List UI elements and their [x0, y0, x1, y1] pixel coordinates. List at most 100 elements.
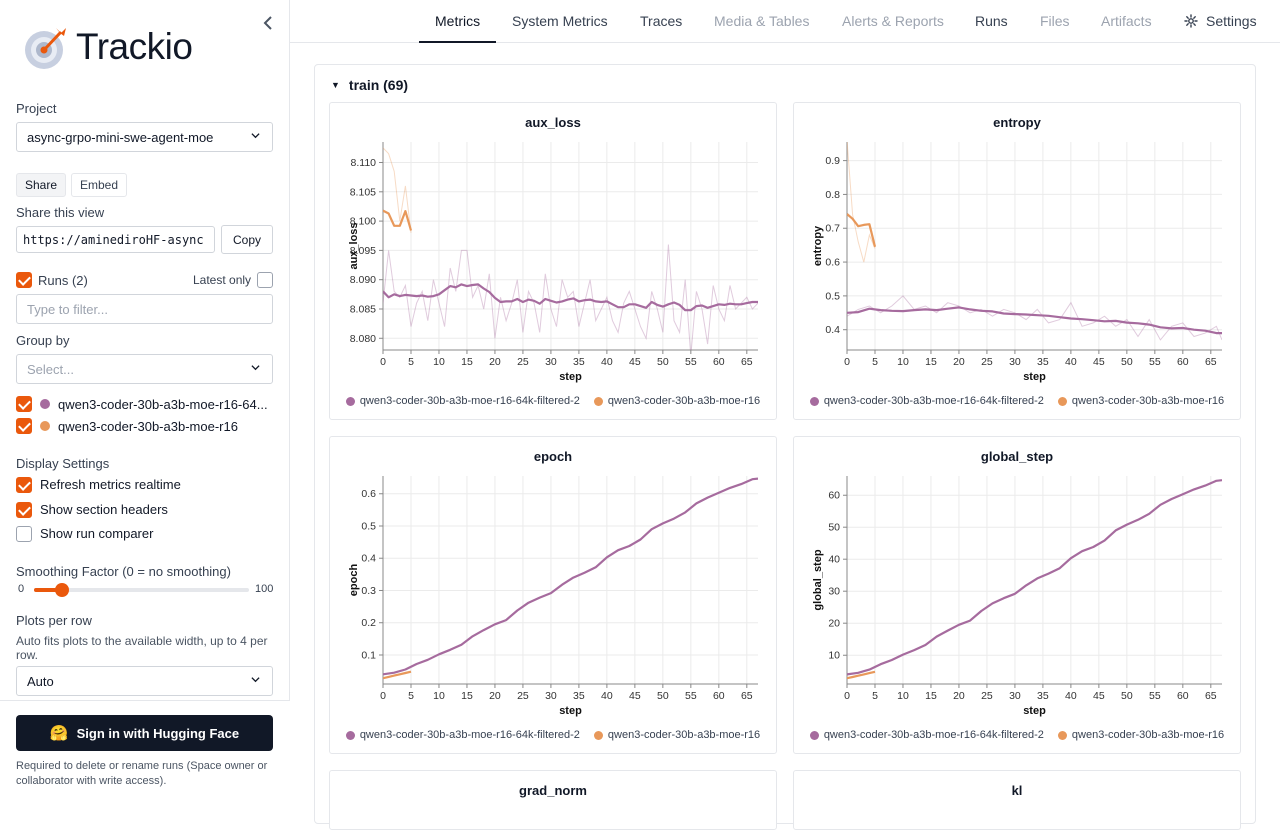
- tab-metrics[interactable]: Metrics: [435, 13, 481, 29]
- group-by-select[interactable]: Select...: [16, 354, 273, 384]
- x-tick-label: 50: [1121, 690, 1133, 702]
- y-tick-label: 0.2: [361, 617, 376, 629]
- refresh-realtime-checkbox[interactable]: [16, 477, 32, 493]
- x-tick-label: 65: [741, 690, 753, 702]
- tab-media-tables[interactable]: Media & Tables: [714, 13, 810, 29]
- chart-title: grad_norm: [519, 783, 587, 798]
- series-line: [383, 209, 413, 231]
- legend-label: qwen3-coder-30b-a3b-moe-r16-64k-filtered…: [823, 729, 1044, 741]
- x-tick-label: 15: [461, 690, 473, 702]
- y-tick-label: 20: [828, 618, 840, 630]
- run-comparer-checkbox[interactable]: [16, 526, 32, 542]
- run-comparer-label: Show run comparer: [40, 526, 154, 541]
- project-select-value: async-grpo-mini-swe-agent-moe: [27, 129, 214, 145]
- legend-item[interactable]: qwen3-coder-30b-a3b-moe-r16: [1057, 729, 1225, 741]
- sidebar: Trackio Project async-grpo-mini-swe-agen…: [0, 0, 290, 800]
- legend-label: qwen3-coder-30b-a3b-moe-r16: [607, 729, 761, 741]
- signin-hf-label: Sign in with Hugging Face: [76, 725, 240, 741]
- legend-item[interactable]: qwen3-coder-30b-a3b-moe-r16: [1057, 395, 1224, 407]
- x-tick-label: 30: [1009, 356, 1021, 368]
- legend-label: qwen3-coder-30b-a3b-moe-r16: [1071, 729, 1225, 741]
- legend-item[interactable]: qwen3-coder-30b-a3b-moe-r16: [593, 395, 760, 407]
- x-tick-label: 20: [489, 690, 501, 702]
- chart-card-global-step: global_step 0 5 10 15 20 25 30 35 40 45 50 55 60 65 10…: [793, 436, 1241, 754]
- x-tick-label: 10: [433, 356, 445, 368]
- smoothing-label: Smoothing Factor (0 = no smoothing): [16, 564, 231, 579]
- x-tick-label: 35: [573, 690, 585, 702]
- x-tick-label: 15: [925, 690, 937, 702]
- legend-item[interactable]: qwen3-coder-30b-a3b-moe-r16: [593, 729, 761, 741]
- runs-checkbox[interactable]: [16, 272, 32, 288]
- collapse-sidebar-icon[interactable]: [262, 15, 276, 31]
- chart-card-epoch: epoch 0 5 10 15 20 25 30 35 40 45 50 55 60 65 0.1 0.2 0.…: [329, 436, 777, 754]
- x-tick-label: 55: [685, 690, 697, 702]
- legend-item[interactable]: qwen3-coder-30b-a3b-moe-r16-64k-filtered…: [345, 395, 580, 407]
- tab-traces[interactable]: Traces: [640, 13, 683, 29]
- x-tick-label: 40: [601, 356, 613, 368]
- signin-hf-button[interactable]: 🤗 Sign in with Hugging Face: [16, 715, 273, 751]
- x-tick-label: 25: [981, 690, 993, 702]
- y-tick-label: 0.4: [825, 324, 840, 336]
- y-tick-label: 0.8: [825, 189, 840, 201]
- x-tick-label: 15: [461, 356, 473, 368]
- tab-alerts-reports[interactable]: Alerts & Reports: [842, 13, 944, 29]
- legend-color-dot: [593, 396, 603, 406]
- signin-note: Required to delete or rename runs (Space…: [16, 760, 268, 787]
- section-headers-label: Show section headers: [40, 502, 168, 517]
- x-tick-label: 45: [629, 690, 641, 702]
- x-tick-label: 50: [1121, 356, 1133, 368]
- legend-item[interactable]: qwen3-coder-30b-a3b-moe-r16-64k-filtered…: [345, 729, 580, 741]
- share-button[interactable]: Share: [16, 173, 67, 197]
- run-checkbox-2[interactable]: [16, 418, 32, 434]
- plot-area: [383, 477, 758, 680]
- tab-system-metrics[interactable]: System Metrics: [512, 13, 608, 29]
- tab-settings[interactable]: Settings: [1184, 13, 1257, 29]
- chart-title: entropy: [993, 115, 1041, 130]
- run-name-2[interactable]: qwen3-coder-30b-a3b-moe-r16: [58, 419, 238, 434]
- legend-item[interactable]: qwen3-coder-30b-a3b-moe-r16-64k-filtered…: [809, 395, 1044, 407]
- tab-files[interactable]: Files: [1040, 13, 1070, 29]
- y-tick-label: 0.3: [361, 585, 376, 597]
- latest-only-label: Latest only: [193, 273, 252, 287]
- y-tick-label: 0.1: [361, 649, 376, 661]
- app-logo: Trackio: [24, 24, 193, 70]
- chart-legend: qwen3-coder-30b-a3b-moe-r16-64k-filtered…: [330, 729, 776, 741]
- chart-card-entropy: entropy 0 5 10 15 20 25 30 35 40 45 50 55 60 65 0.4 0.5…: [793, 102, 1241, 420]
- embed-button[interactable]: Embed: [71, 173, 128, 197]
- section-header[interactable]: ▼ train (69): [331, 77, 408, 93]
- legend-item[interactable]: qwen3-coder-30b-a3b-moe-r16-64k-filtered…: [809, 729, 1044, 741]
- series-raw-line: [847, 295, 1222, 341]
- project-select[interactable]: async-grpo-mini-swe-agent-moe: [16, 122, 273, 152]
- series-line: [847, 213, 877, 248]
- run-checkbox-1[interactable]: [16, 396, 32, 412]
- series-raw-line: [383, 147, 412, 233]
- run-name-1[interactable]: qwen3-coder-30b-a3b-moe-r16-64...: [58, 397, 268, 412]
- x-tick-label: 45: [629, 356, 641, 368]
- tab-artifacts[interactable]: Artifacts: [1101, 13, 1152, 29]
- x-tick-label: 40: [1065, 690, 1077, 702]
- copy-button[interactable]: Copy: [221, 225, 273, 254]
- legend-label: qwen3-coder-30b-a3b-moe-r16-64k-filtered…: [823, 395, 1044, 407]
- x-tick-label: 15: [925, 356, 937, 368]
- tab-runs[interactable]: Runs: [975, 13, 1008, 29]
- y-axis-label: aux_loss: [348, 222, 360, 269]
- series-raw-line: [847, 142, 876, 263]
- plots-per-row-value: Auto: [27, 673, 54, 689]
- x-tick-label: 10: [897, 356, 909, 368]
- main-tabs: Metrics System Metrics Traces Media & Ta…: [290, 0, 1280, 43]
- series-line: [847, 479, 1222, 676]
- smoothing-slider-thumb[interactable]: [55, 583, 69, 597]
- run-filter-input[interactable]: Type to filter...: [16, 294, 273, 324]
- plots-per-row-select[interactable]: Auto: [16, 666, 273, 696]
- latest-only-checkbox[interactable]: [257, 272, 273, 288]
- smoothing-slider-track[interactable]: [34, 588, 249, 592]
- x-tick-label: 10: [433, 690, 445, 702]
- run-color-dot-1: [40, 399, 50, 409]
- x-tick-label: 60: [1177, 690, 1189, 702]
- x-tick-label: 30: [545, 690, 557, 702]
- section-headers-checkbox[interactable]: [16, 502, 32, 518]
- y-tick-label: 8.080: [350, 333, 376, 345]
- share-url-field[interactable]: https://aminediroHF-async: [16, 226, 215, 253]
- gear-icon: [1184, 14, 1198, 28]
- y-tick-label: 0.9: [825, 155, 840, 167]
